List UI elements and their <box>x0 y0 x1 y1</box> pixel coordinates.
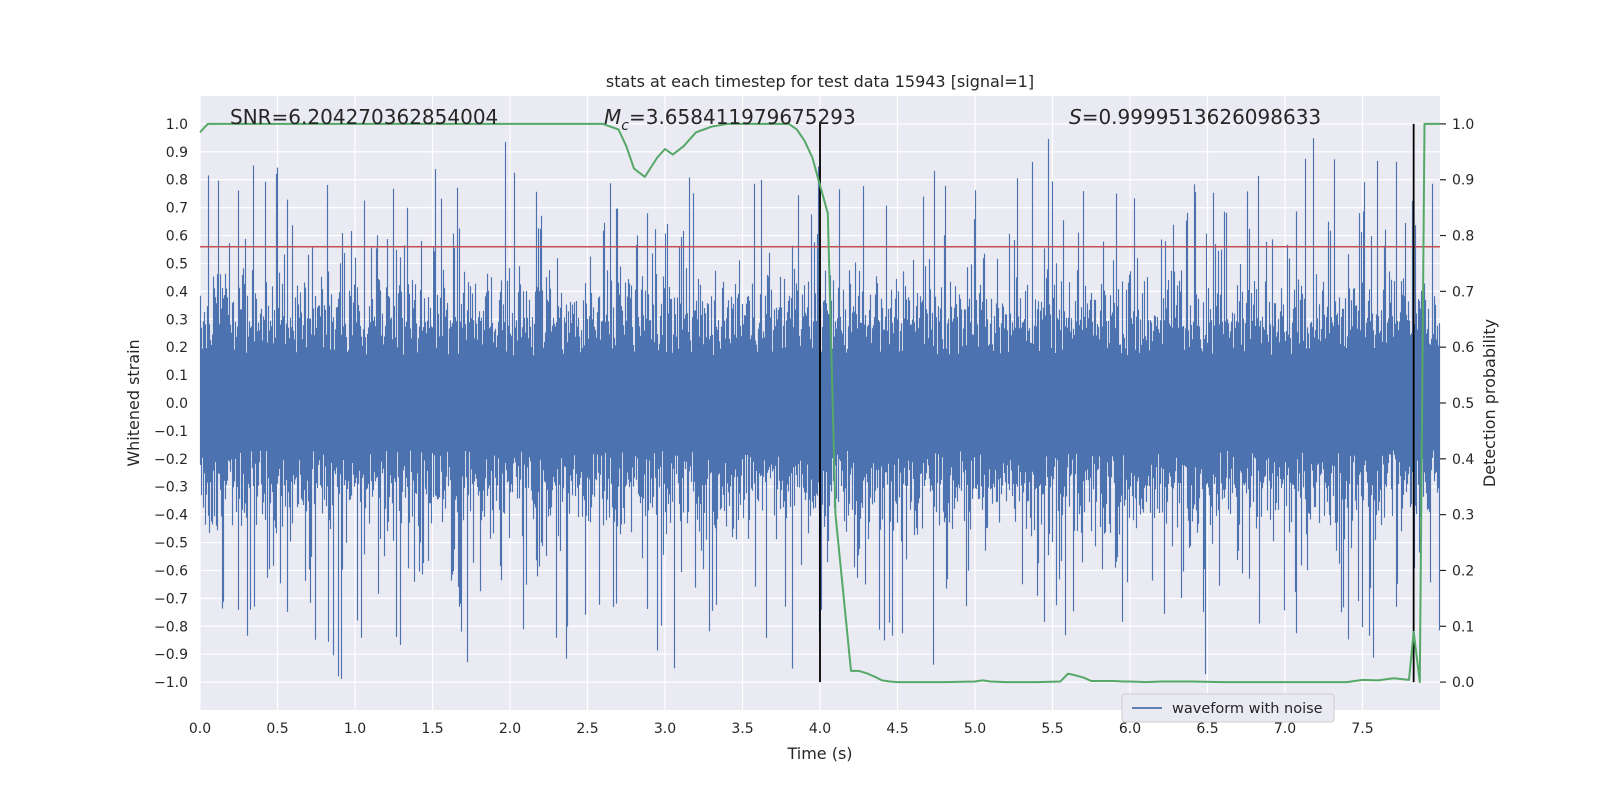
legend-box <box>1121 693 1335 723</box>
x-axis-label: Time (s) <box>786 744 852 763</box>
y-tick-label: 0.2 <box>166 340 188 356</box>
legend-label: waveform with noise <box>1172 701 1323 717</box>
x-tick-label: 3.0 <box>654 721 676 737</box>
y-tick-label: 0.8 <box>166 173 188 189</box>
y-tick-label: −0.1 <box>154 424 188 440</box>
y-tick-label: −0.5 <box>154 536 188 552</box>
y-tick-label: −0.8 <box>154 619 188 635</box>
waveform-layer <box>199 138 1441 679</box>
x-tick-label: 6.5 <box>1196 721 1218 737</box>
legend: waveform with noise <box>1121 693 1335 723</box>
y2-axis-label: Detection probability <box>1480 319 1499 487</box>
y-tick-label: 1.0 <box>166 117 188 133</box>
s-value: =0.9999513626098633 <box>1082 105 1321 129</box>
mc-annotation: Mc=3.658411979675293 <box>604 105 856 134</box>
s-symbol: S <box>1069 105 1082 129</box>
x-tick-label: 7.0 <box>1274 721 1296 737</box>
y2-tick-label: 0.4 <box>1452 452 1474 468</box>
y-tick-label: 0.7 <box>166 201 188 217</box>
y-tick-label: −0.4 <box>154 508 188 524</box>
y2-tick-label: 0.8 <box>1452 229 1474 245</box>
y2-tick-label: 0.6 <box>1452 340 1474 356</box>
y-tick-label: 0.5 <box>166 256 188 272</box>
mc-subscript: c <box>621 118 629 134</box>
x-tick-label: 3.5 <box>731 721 753 737</box>
y2-tick-label: 0.0 <box>1452 675 1474 691</box>
y-tick-labels: 1.0 0.9 0.8 0.7 0.6 0.5 0.4 0.3 0.2 0.1 0.0 −0.1 −0.… <box>154 117 188 691</box>
x-tick-label: 4.5 <box>886 721 908 737</box>
x-tick-label: 2.5 <box>576 721 598 737</box>
y-tick-label: 0.6 <box>166 229 188 245</box>
x-tick-label: 2.0 <box>499 721 521 737</box>
y2-tick-label: 1.0 <box>1452 117 1474 133</box>
x-tick-label: 7.5 <box>1351 721 1373 737</box>
overlay-layer <box>199 122 1440 684</box>
y2-tick-label: 0.2 <box>1452 563 1474 579</box>
y-tick-label: 0.4 <box>166 284 188 300</box>
s-annotation: S=0.9999513626098633 <box>1069 105 1321 129</box>
mc-value: =3.658411979675293 <box>629 105 856 129</box>
y-tick-label: 0.3 <box>166 312 188 328</box>
x-tick-labels: 0.0 0.5 1.0 1.5 2.0 2.5 3.0 3.5 4.0 4.5 5.0 5.5 6.0 6… <box>189 721 1374 737</box>
waveform-with-noise-line <box>199 138 1441 679</box>
y2-tick-label: 0.3 <box>1452 508 1474 524</box>
x-tick-label: 0.0 <box>189 721 211 737</box>
chart-title: stats at each timestep for test data 159… <box>606 72 1034 91</box>
y-axis-label: Whitened strain <box>124 339 143 466</box>
x-tick-label: 1.0 <box>344 721 366 737</box>
y-tick-label: −0.7 <box>154 591 188 607</box>
y-tick-label: −0.2 <box>154 452 188 468</box>
y2-tick-label: 0.9 <box>1452 173 1474 189</box>
y2-tick-label: 0.5 <box>1452 396 1474 412</box>
y-tick-label: −1.0 <box>154 675 188 691</box>
y-tick-label: −0.6 <box>154 563 188 579</box>
y-tick-label: 0.0 <box>166 396 188 412</box>
x-tick-label: 5.0 <box>964 721 986 737</box>
y-tick-label: −0.3 <box>154 480 188 496</box>
x-tick-label: 4.0 <box>809 721 831 737</box>
x-tick-label: 0.5 <box>266 721 288 737</box>
y-tick-label: 0.1 <box>166 368 188 384</box>
y-tick-label: 0.9 <box>166 145 188 161</box>
x-tick-label: 5.5 <box>1041 721 1063 737</box>
mc-symbol: M <box>604 105 621 129</box>
x-tick-label: 1.5 <box>421 721 443 737</box>
detection-probability-line <box>199 122 1440 684</box>
y2-tick-labels: 1.0 0.9 0.8 0.7 0.6 0.5 0.4 0.3 0.2 0.1 0.0 <box>1440 117 1474 691</box>
y2-tick-label: 0.7 <box>1452 284 1474 300</box>
y-tick-label: −0.9 <box>154 647 188 663</box>
y2-tick-label: 0.1 <box>1452 619 1474 635</box>
snr-annotation: SNR=6.204270362854004 <box>230 105 498 129</box>
x-tick-label: 6.0 <box>1119 721 1141 737</box>
